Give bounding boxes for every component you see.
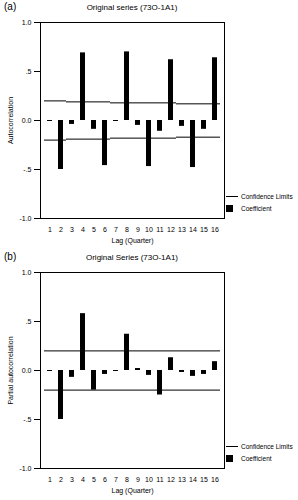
svg-text:Lag (Quarter): Lag (Quarter) <box>111 237 153 245</box>
svg-text:13: 13 <box>178 476 186 483</box>
html-text:(b): (b) <box>4 251 17 262</box>
svg-text:1: 1 <box>48 476 52 483</box>
svg-text:12: 12 <box>167 226 175 233</box>
svg-text:1.0: 1.0 <box>22 269 32 276</box>
svg-text:Autocorrelation: Autocorrelation <box>7 97 14 144</box>
svg-text:6: 6 <box>103 226 107 233</box>
svg-text:.5: .5 <box>26 68 32 75</box>
svg-text:7: 7 <box>114 476 118 483</box>
svg-text:5: 5 <box>92 226 96 233</box>
svg-text:11: 11 <box>156 226 163 233</box>
svg-text:13: 13 <box>178 226 186 233</box>
svg-text:9: 9 <box>136 476 140 483</box>
svg-text:12: 12 <box>167 476 175 483</box>
svg-text:2: 2 <box>59 476 63 483</box>
svg-text:2: 2 <box>59 226 63 233</box>
svg-text:15: 15 <box>200 226 208 233</box>
html-text:Original series (73O-1A1): Original series (73O-1A1) <box>86 3 178 12</box>
svg-text:.5: .5 <box>26 318 32 325</box>
svg-text:8: 8 <box>125 476 129 483</box>
svg-text:4: 4 <box>81 476 85 483</box>
svg-text:16: 16 <box>211 476 219 483</box>
svg-text:10: 10 <box>145 476 153 483</box>
svg-text:16: 16 <box>211 226 219 233</box>
svg-text:4: 4 <box>81 226 85 233</box>
svg-text:5: 5 <box>92 476 96 483</box>
svg-text:1: 1 <box>48 226 52 233</box>
svg-text:14: 14 <box>189 226 197 233</box>
svg-text:10: 10 <box>145 226 153 233</box>
svg-text:0.0: 0.0 <box>22 367 32 374</box>
html-text:Original Series (73O-1A1): Original Series (73O-1A1) <box>86 253 178 262</box>
svg-text:Partial autocorrelation: Partial autocorrelation <box>7 336 14 404</box>
svg-text:14: 14 <box>189 476 197 483</box>
svg-text:1.0: 1.0 <box>22 19 32 26</box>
svg-text:8: 8 <box>125 226 129 233</box>
svg-text:3: 3 <box>70 226 74 233</box>
html-text:Confidence Limits: Confidence Limits <box>241 442 293 450</box>
svg-text:9: 9 <box>136 226 140 233</box>
svg-text:0.0: 0.0 <box>22 117 32 124</box>
svg-text:-.5: -.5 <box>23 166 31 173</box>
html-text:Coefficient: Coefficient <box>241 454 272 462</box>
svg-text:-1.0: -1.0 <box>19 215 31 222</box>
html-text:Confidence Limits: Confidence Limits <box>241 192 293 200</box>
svg-text:6: 6 <box>103 476 107 483</box>
svg-text:-1.0: -1.0 <box>19 465 31 472</box>
svg-text:11: 11 <box>156 476 163 483</box>
svg-text:3: 3 <box>70 476 74 483</box>
html-text:Coefficient: Coefficient <box>241 204 272 212</box>
svg-text:15: 15 <box>200 476 208 483</box>
html-text:(a): (a) <box>4 1 17 12</box>
svg-text:7: 7 <box>114 226 118 233</box>
svg-text:-.5: -.5 <box>23 416 31 423</box>
svg-text:Lag (Quarter): Lag (Quarter) <box>111 487 153 495</box>
